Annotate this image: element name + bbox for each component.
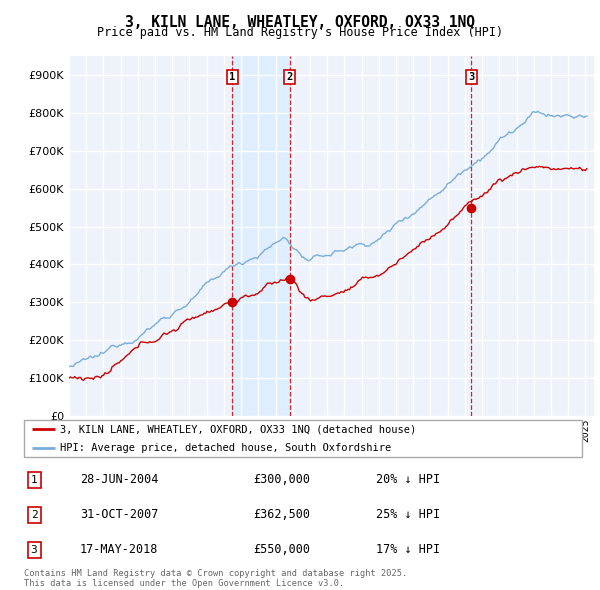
Text: £362,500: £362,500 [253,508,310,522]
Text: £300,000: £300,000 [253,473,310,486]
Text: 20% ↓ HPI: 20% ↓ HPI [376,473,440,486]
Text: HPI: Average price, detached house, South Oxfordshire: HPI: Average price, detached house, Sout… [60,443,392,453]
Text: 17-MAY-2018: 17-MAY-2018 [80,543,158,556]
Text: 25% ↓ HPI: 25% ↓ HPI [376,508,440,522]
Text: 3: 3 [469,72,475,82]
Text: 3, KILN LANE, WHEATLEY, OXFORD, OX33 1NQ (detached house): 3, KILN LANE, WHEATLEY, OXFORD, OX33 1NQ… [60,424,416,434]
Text: 2: 2 [287,72,293,82]
Text: 3, KILN LANE, WHEATLEY, OXFORD, OX33 1NQ: 3, KILN LANE, WHEATLEY, OXFORD, OX33 1NQ [125,15,475,30]
Text: 28-JUN-2004: 28-JUN-2004 [80,473,158,486]
Text: 1: 1 [31,475,37,485]
Text: £550,000: £550,000 [253,543,310,556]
Text: 2: 2 [31,510,37,520]
Text: Price paid vs. HM Land Registry's House Price Index (HPI): Price paid vs. HM Land Registry's House … [97,26,503,39]
Text: 1: 1 [229,72,235,82]
Text: 3: 3 [31,545,37,555]
Bar [232,56,290,416]
Text: 31-OCT-2007: 31-OCT-2007 [80,508,158,522]
Text: Contains HM Land Registry data © Crown copyright and database right 2025.
This d: Contains HM Land Registry data © Crown c… [24,569,407,588]
Text: 17% ↓ HPI: 17% ↓ HPI [376,543,440,556]
